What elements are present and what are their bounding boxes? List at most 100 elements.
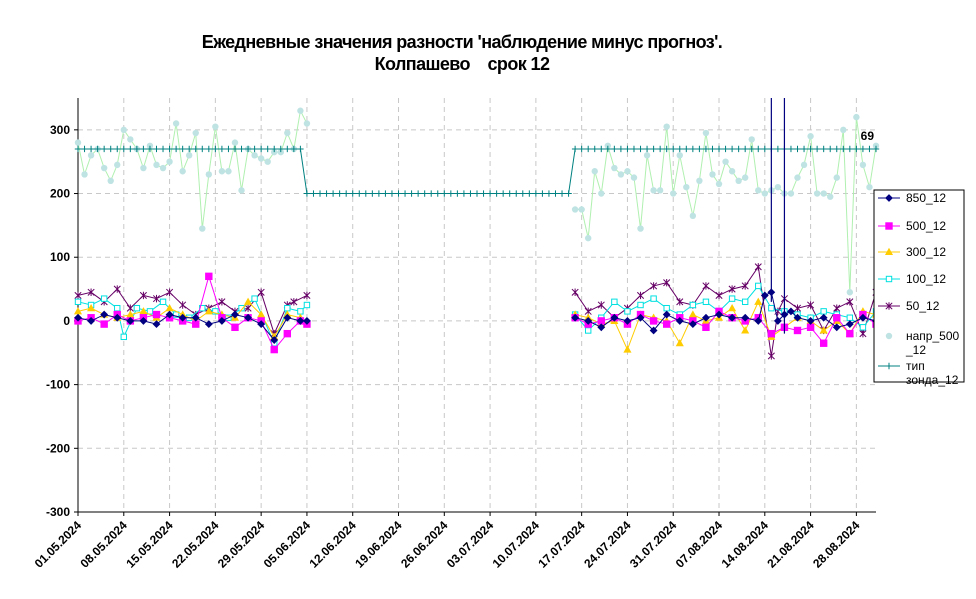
data-point [735, 145, 742, 153]
data-point [218, 145, 226, 153]
legend-swatch-marker [885, 332, 893, 340]
data-point [709, 171, 716, 178]
data-point [152, 294, 161, 303]
data-point [611, 164, 618, 172]
series-line [574, 300, 877, 351]
data-point [715, 291, 723, 300]
data-point [662, 320, 671, 328]
data-point [760, 291, 769, 300]
data-point [827, 193, 834, 200]
data-point [827, 145, 834, 153]
data-point [820, 190, 827, 197]
data-point [767, 352, 775, 360]
data-point [800, 145, 808, 153]
data-point [499, 190, 507, 197]
data-point [649, 317, 658, 325]
data-point [179, 301, 187, 309]
data-point [356, 190, 363, 197]
data-point [127, 145, 134, 153]
data-point [853, 145, 860, 153]
x-tick-label: 21.08.2024 [764, 518, 817, 571]
data-point [702, 129, 710, 137]
data-point [833, 304, 841, 312]
data-point [231, 139, 239, 146]
data-point [428, 190, 435, 197]
data-point [244, 313, 252, 322]
chart-title: Ежедневные значения разности 'наблюдение… [202, 32, 722, 52]
data-point [819, 326, 828, 334]
data-point [231, 145, 239, 153]
data-point [251, 145, 258, 153]
y-tick-label: 100 [50, 250, 70, 264]
data-point [624, 168, 631, 175]
data-point [689, 145, 697, 153]
x-tick-label: 05.06.2024 [261, 518, 314, 571]
data-point [139, 291, 147, 300]
data-point [565, 190, 572, 197]
data-point [212, 123, 219, 130]
data-point [623, 345, 632, 353]
data-point [199, 225, 206, 232]
legend-swatch-marker [885, 222, 893, 230]
legend-label: 500_12 [906, 219, 946, 233]
data-point [728, 168, 736, 175]
data-point [774, 145, 782, 153]
data-point [806, 323, 815, 331]
data-point [591, 168, 598, 175]
chart-subtitle: Колпашево срок 12 [375, 54, 550, 74]
data-point [506, 190, 513, 197]
data-point [303, 190, 311, 197]
data-point [159, 145, 167, 153]
data-point [813, 145, 821, 153]
data-point [290, 145, 298, 153]
data-point [316, 190, 324, 197]
data-point [238, 187, 245, 194]
data-point [689, 301, 697, 309]
data-point [244, 297, 253, 305]
data-point [787, 190, 795, 197]
data-point [754, 317, 763, 325]
data-point [663, 145, 670, 153]
data-point [94, 145, 101, 153]
data-point [866, 183, 873, 191]
data-point [113, 285, 121, 293]
data-point [859, 313, 867, 322]
data-point [120, 145, 127, 153]
data-point [774, 183, 782, 191]
data-point [598, 190, 605, 197]
data-point [846, 289, 854, 296]
data-point [290, 298, 298, 306]
data-point [107, 177, 114, 184]
data-point [872, 145, 880, 153]
data-point [748, 136, 755, 143]
data-point [728, 295, 736, 302]
data-point [460, 190, 468, 197]
data-point [787, 307, 795, 316]
data-point [578, 206, 585, 213]
data-point [768, 304, 775, 312]
data-point [283, 329, 292, 338]
data-point [584, 327, 592, 334]
data-point [676, 298, 684, 306]
data-point [120, 333, 127, 341]
data-point [257, 310, 266, 318]
data-point [846, 298, 854, 306]
data-point [840, 145, 847, 153]
data-point [204, 320, 213, 329]
data-point [558, 190, 566, 197]
data-point [650, 187, 657, 194]
data-point [303, 291, 311, 300]
data-point [284, 129, 291, 137]
data-point [264, 145, 271, 153]
data-point [702, 145, 710, 153]
data-point [591, 145, 598, 153]
data-point [323, 190, 330, 197]
data-point [617, 171, 625, 178]
legend-swatch-marker [885, 194, 893, 202]
data-point [375, 190, 383, 197]
legend-label: тип зонда_12 [906, 359, 959, 387]
data-point [297, 107, 304, 114]
data-point [473, 190, 481, 197]
data-point [793, 304, 802, 312]
data-point [840, 126, 847, 134]
